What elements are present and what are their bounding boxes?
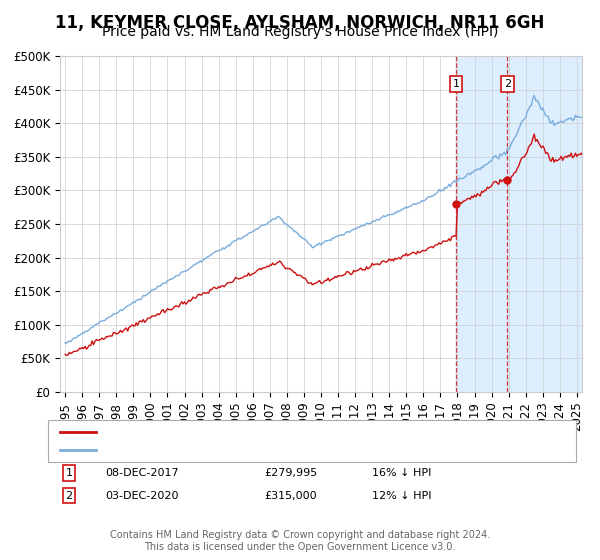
Text: 16% ↓ HPI: 16% ↓ HPI — [372, 468, 431, 478]
Text: 1: 1 — [452, 79, 460, 89]
Text: 11, KEYMER CLOSE, AYLSHAM, NORWICH, NR11 6GH: 11, KEYMER CLOSE, AYLSHAM, NORWICH, NR11… — [55, 14, 545, 32]
Text: 08-DEC-2017: 08-DEC-2017 — [105, 468, 179, 478]
Text: 11, KEYMER CLOSE, AYLSHAM, NORWICH, NR11 6GH (detached house): 11, KEYMER CLOSE, AYLSHAM, NORWICH, NR11… — [102, 427, 496, 437]
Text: £315,000: £315,000 — [264, 491, 317, 501]
Text: 03-DEC-2020: 03-DEC-2020 — [105, 491, 179, 501]
Bar — [456, 56, 599, 392]
Text: 1: 1 — [65, 468, 73, 478]
Text: £279,995: £279,995 — [264, 468, 317, 478]
Text: 2: 2 — [65, 491, 73, 501]
Text: Price paid vs. HM Land Registry's House Price Index (HPI): Price paid vs. HM Land Registry's House … — [102, 25, 498, 39]
Text: 2: 2 — [504, 79, 511, 89]
Text: Contains HM Land Registry data © Crown copyright and database right 2024.
This d: Contains HM Land Registry data © Crown c… — [110, 530, 490, 552]
Text: HPI: Average price, detached house, Broadland: HPI: Average price, detached house, Broa… — [102, 445, 365, 455]
Text: 12% ↓ HPI: 12% ↓ HPI — [372, 491, 431, 501]
